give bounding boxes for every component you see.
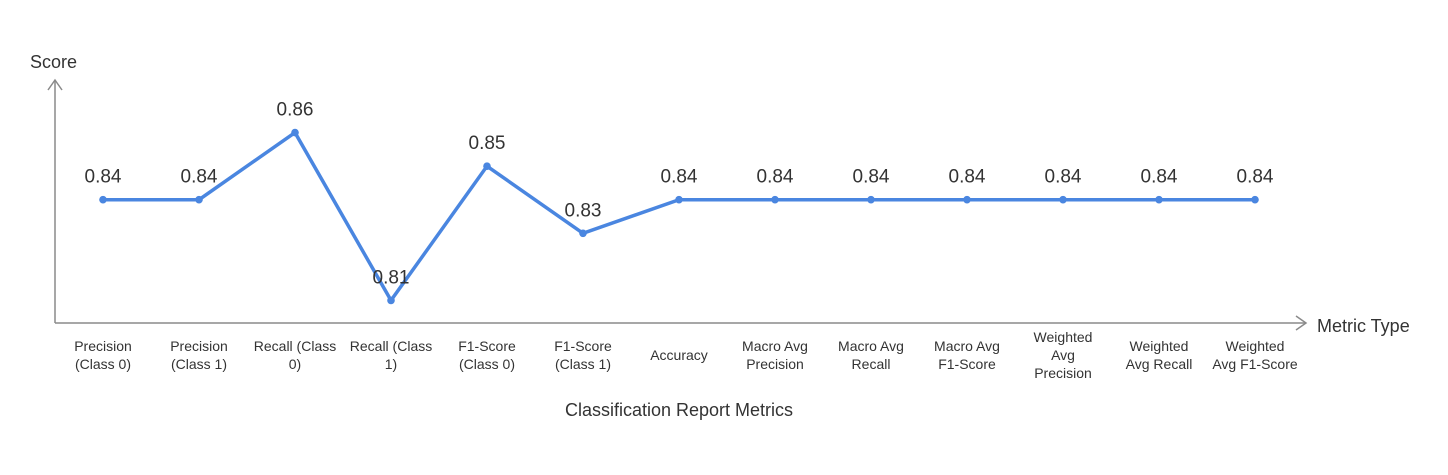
data-point xyxy=(1251,195,1259,204)
data-point xyxy=(1155,195,1163,204)
x-tick-label-line: Recall (Class xyxy=(254,338,336,354)
x-tick-label: Macro Avg F1-Score xyxy=(934,338,1000,372)
x-tick-label-line: Macro Avg xyxy=(838,338,904,354)
x-tick-label-line: 1) xyxy=(385,356,397,372)
x-tick-label-line: (Class 0) xyxy=(459,356,515,372)
series-layer xyxy=(103,130,1255,304)
data-label: 0.86 xyxy=(277,100,314,121)
x-tick-label: Weighted Avg Precision xyxy=(1034,329,1093,381)
x-tick-label: Macro Avg Precision xyxy=(742,338,808,372)
x-axis-arrow-title: Metric Type xyxy=(1317,316,1410,336)
data-label: 0.84 xyxy=(1045,167,1082,188)
x-tick-label: Precision (Class 1) xyxy=(170,338,228,372)
data-point xyxy=(963,195,971,204)
x-tick-label-line: Precision xyxy=(170,338,228,354)
series-line xyxy=(103,130,1255,304)
x-tick-label-line: Avg F1-Score xyxy=(1212,356,1298,372)
x-tick-label-line: Accuracy xyxy=(650,347,708,363)
x-tick-label-line: Macro Avg xyxy=(934,338,1000,354)
x-tick-label-line: (Class 1) xyxy=(555,356,611,372)
x-axis-arrow-icon xyxy=(1295,315,1308,331)
y-axis-arrow-icon xyxy=(47,78,63,91)
data-point xyxy=(99,195,107,204)
x-tick-label: Weighted Avg F1-Score xyxy=(1212,338,1298,372)
data-label: 0.84 xyxy=(1237,167,1274,188)
data-label: 0.84 xyxy=(949,167,986,188)
x-tick-label: Precision (Class 0) xyxy=(74,338,132,372)
data-label: 0.84 xyxy=(661,167,698,188)
x-tick-label-line: Avg xyxy=(1051,347,1075,363)
x-tick-label: Weighted Avg Recall xyxy=(1126,338,1193,372)
x-tick-label-line: F1-Score xyxy=(458,338,516,354)
data-label: 0.84 xyxy=(1141,167,1178,188)
data-label: 0.85 xyxy=(469,133,506,154)
data-label: 0.84 xyxy=(853,167,890,188)
x-tick-label-line: Macro Avg xyxy=(742,338,808,354)
data-point xyxy=(579,229,587,238)
x-tick-label: Accuracy xyxy=(650,347,708,363)
data-label: 0.84 xyxy=(181,167,218,188)
x-tick-label-line: Precision xyxy=(74,338,132,354)
axes: Score Metric Type Classification Report … xyxy=(30,52,1410,420)
y-axis-title: Score xyxy=(30,52,77,72)
data-point xyxy=(771,195,779,204)
data-point xyxy=(195,195,203,204)
data-labels-layer: 0.84 0.84 0.86 0.81 0.85 0.83 0.84 0.84 0.84 0.84… xyxy=(85,100,1274,289)
data-label: 0.81 xyxy=(373,267,410,288)
data-point xyxy=(675,195,683,204)
x-tick-label: Recall (Class 0) xyxy=(254,338,336,372)
x-tick-label: Recall (Class 1) xyxy=(350,338,432,372)
x-tick-label-line: Weighted xyxy=(1034,329,1093,345)
data-label: 0.84 xyxy=(757,167,794,188)
x-tick-label-line: F1-Score xyxy=(938,356,996,372)
x-tick-label-line: Recall (Class xyxy=(350,338,432,354)
x-tick-label-line: (Class 1) xyxy=(171,356,227,372)
x-tick-label-line: Weighted xyxy=(1226,338,1285,354)
x-tick-label-line: (Class 0) xyxy=(75,356,131,372)
x-tick-labels-layer: Precision (Class 0) Precision (Class 1) Reca… xyxy=(74,329,1298,381)
data-label: 0.84 xyxy=(85,167,122,188)
x-tick-label-line: Avg Recall xyxy=(1126,356,1193,372)
x-tick-label: F1-Score (Class 1) xyxy=(554,338,612,372)
x-axis-title: Classification Report Metrics xyxy=(565,400,793,420)
x-tick-label-line: Recall xyxy=(852,356,891,372)
x-tick-label-line: F1-Score xyxy=(554,338,612,354)
data-point xyxy=(291,128,299,137)
x-tick-label: F1-Score (Class 0) xyxy=(458,338,516,372)
data-point xyxy=(483,162,491,170)
x-tick-label-line: 0) xyxy=(289,356,301,372)
x-tick-label-line: Precision xyxy=(1034,365,1092,381)
x-tick-label-line: Precision xyxy=(746,356,804,372)
data-point xyxy=(867,195,875,204)
data-label: 0.83 xyxy=(565,200,602,221)
points-layer xyxy=(99,128,1259,305)
x-tick-label-line: Weighted xyxy=(1130,338,1189,354)
x-tick-label: Macro Avg Recall xyxy=(838,338,904,372)
data-point xyxy=(1059,195,1067,204)
data-point xyxy=(387,296,395,305)
